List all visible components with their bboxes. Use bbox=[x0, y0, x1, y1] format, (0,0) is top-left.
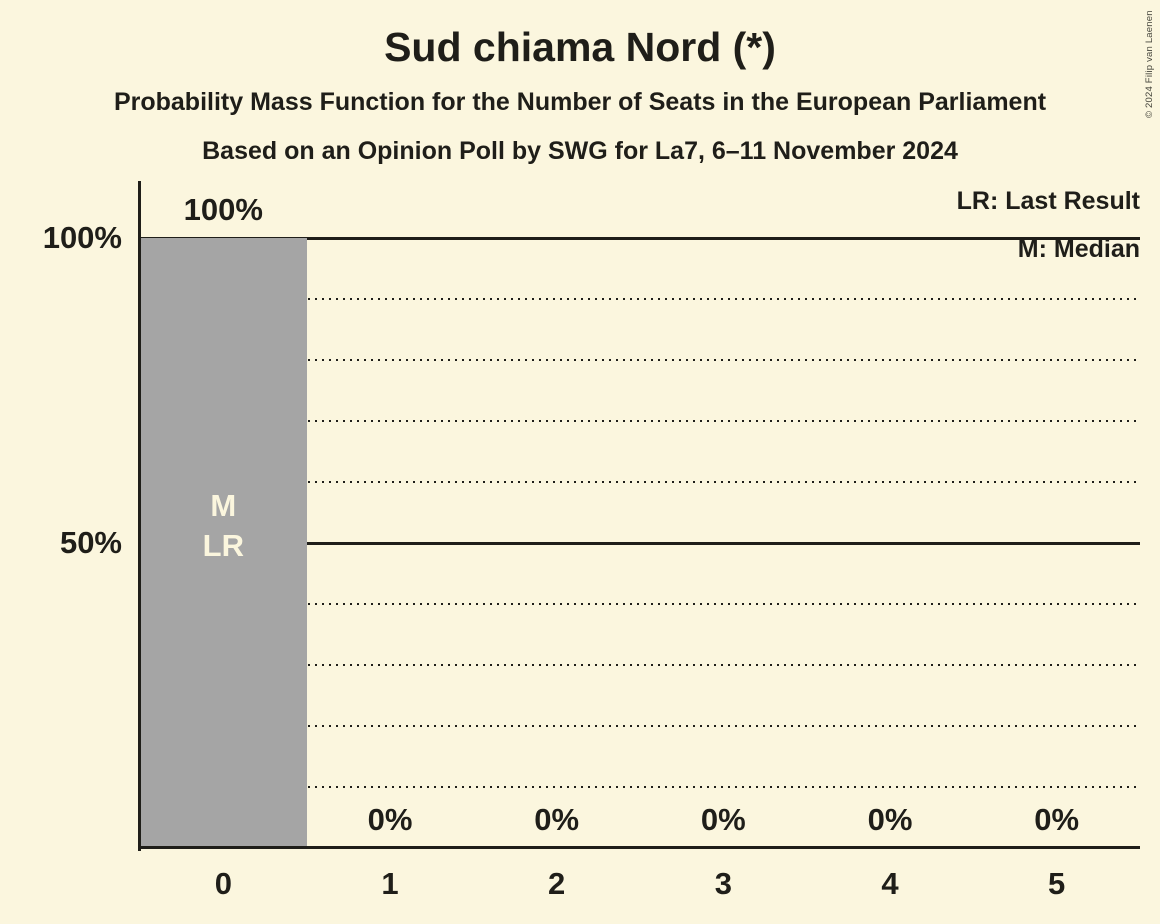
bar-value-label: 0% bbox=[367, 802, 413, 837]
bar-value-label: 0% bbox=[867, 802, 913, 837]
pmf-bar bbox=[140, 238, 307, 848]
bar-value-label: 0% bbox=[534, 802, 580, 837]
x-axis-label: 5 bbox=[1048, 866, 1066, 901]
chart-title: Sud chiama Nord (*) bbox=[384, 24, 776, 70]
x-axis-label: 4 bbox=[881, 866, 899, 901]
gridline-dotted bbox=[140, 481, 1140, 483]
gridline-dotted bbox=[140, 420, 1140, 422]
chart-subtitle: Probability Mass Function for the Number… bbox=[113, 88, 1047, 116]
y-axis-tick-label: 50% bbox=[59, 525, 122, 560]
bar-value-label: 100% bbox=[183, 192, 263, 227]
gridline-solid bbox=[140, 541, 1140, 545]
legend-median: M: Median bbox=[1017, 235, 1140, 263]
y-axis-tick-label: 100% bbox=[42, 220, 122, 255]
gridline-dotted bbox=[140, 725, 1140, 727]
x-axis-label: 0 bbox=[214, 866, 232, 901]
legend-last-result: LR: Last Result bbox=[956, 187, 1140, 215]
x-axis-label: 2 bbox=[548, 866, 566, 901]
gridline-dotted bbox=[140, 664, 1140, 666]
gridline-solid bbox=[140, 236, 1140, 240]
x-axis-label: 3 bbox=[714, 866, 732, 901]
bar-value-label: 0% bbox=[1034, 802, 1080, 837]
x-axis-line bbox=[138, 846, 1140, 849]
gridline-dotted bbox=[140, 298, 1140, 300]
chart-source-line: Based on an Opinion Poll by SWG for La7,… bbox=[202, 137, 958, 165]
bar-annotation: M LR bbox=[202, 488, 244, 563]
gridline-dotted bbox=[140, 359, 1140, 361]
gridline-dotted bbox=[140, 786, 1140, 788]
gridline-dotted bbox=[140, 603, 1140, 605]
y-axis-line bbox=[138, 181, 141, 851]
bar-value-label: 0% bbox=[700, 802, 746, 837]
x-axis-label: 1 bbox=[381, 866, 399, 901]
